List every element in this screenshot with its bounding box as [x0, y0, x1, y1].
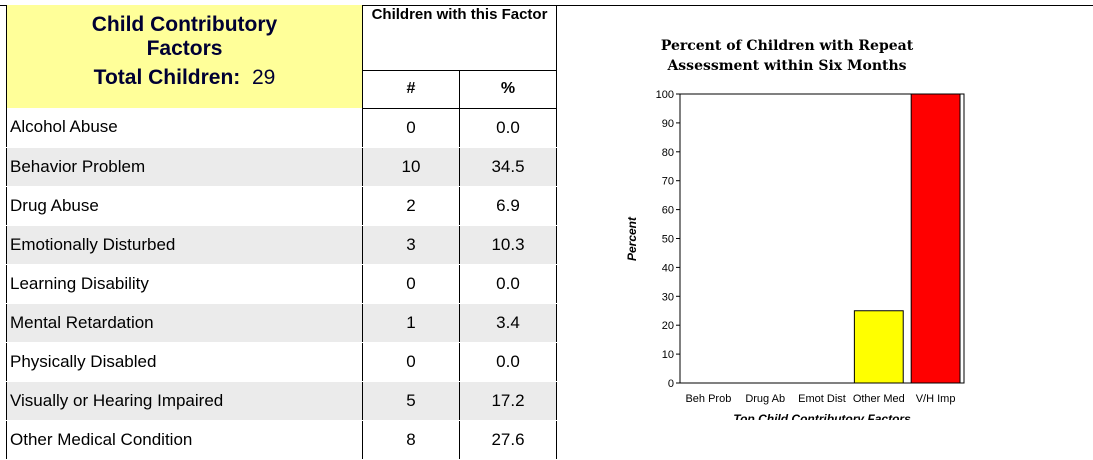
factor-percent: 3.4	[459, 303, 557, 343]
total-children: Total Children: 29	[7, 66, 362, 90]
factor-name: Physically Disabled	[6, 342, 363, 382]
factors-table: Child Contributory Factors Total Childre…	[6, 5, 557, 460]
total-label: Total Children:	[93, 66, 241, 89]
y-tick-label: 100	[656, 89, 674, 101]
factor-count: 2	[362, 186, 460, 226]
y-tick-label: 90	[662, 118, 674, 130]
y-tick-label: 70	[662, 176, 674, 188]
factor-name: Visually or Hearing Impaired	[6, 381, 363, 421]
factor-percent: 0.0	[459, 264, 557, 304]
factor-count: 0	[362, 342, 460, 382]
factor-name: Learning Disability	[6, 264, 363, 304]
table-row: Other Medical Condition 8 27.6	[6, 420, 557, 460]
factor-percent: 0.0	[459, 108, 557, 148]
y-axis-title: Percent	[625, 216, 639, 261]
y-tick-label: 0	[668, 378, 674, 390]
y-tick-label: 50	[662, 234, 674, 246]
x-tick-label: V/H Imp	[916, 393, 956, 405]
factor-name: Mental Retardation	[6, 303, 363, 343]
y-tick-label: 10	[662, 349, 674, 361]
factor-percent: 27.6	[459, 420, 557, 460]
factor-percent: 34.5	[459, 147, 557, 187]
factor-count: 5	[362, 381, 460, 421]
y-tick-label: 40	[662, 262, 674, 274]
chart-title-line-1: Percent of Children with Repeat	[661, 38, 914, 54]
table-body: Alcohol Abuse 0 0.0 Behavior Problem 10 34.5 D…	[6, 108, 557, 460]
factor-percent: 0.0	[459, 342, 557, 382]
bar	[910, 93, 961, 384]
factor-name: Alcohol Abuse	[6, 108, 363, 148]
x-tick-label: Drug Ab	[745, 393, 785, 405]
table-row: Alcohol Abuse 0 0.0	[6, 108, 557, 148]
factor-count: 8	[362, 420, 460, 460]
bars	[853, 93, 961, 384]
factor-count: 3	[362, 225, 460, 265]
x-tick-label: Other Med	[853, 393, 905, 405]
factor-count: 10	[362, 147, 460, 187]
table-title: Child Contributory Factors Total Childre…	[6, 5, 363, 108]
total-value: 29	[251, 66, 276, 89]
factor-name: Emotionally Disturbed	[6, 225, 363, 265]
title-line-2: Factors	[146, 37, 223, 60]
table-row: Learning Disability 0 0.0	[6, 264, 557, 304]
factor-count: 0	[362, 264, 460, 304]
table-row: Visually or Hearing Impaired 5 17.2	[6, 381, 557, 421]
table-row: Emotionally Disturbed 3 10.3	[6, 225, 557, 265]
table-row: Physically Disabled 0 0.0	[6, 342, 557, 382]
factor-percent: 6.9	[459, 186, 557, 226]
bar-chart: Percent of Children with Repeat Assessme…	[625, 38, 965, 420]
y-tick-label: 80	[662, 147, 674, 159]
factor-name: Drug Abuse	[6, 186, 363, 226]
x-axis-title: Top Child Contributory Factors	[733, 412, 911, 420]
y-tick-label: 20	[662, 320, 674, 332]
bar	[853, 310, 904, 384]
col-count-header: #	[362, 69, 460, 109]
group-header: Children with this Factor	[362, 5, 557, 70]
table-row: Mental Retardation 1 3.4	[6, 303, 557, 343]
col-pct-header: %	[459, 69, 557, 109]
factor-percent: 10.3	[459, 225, 557, 265]
y-tick-label: 60	[662, 205, 674, 217]
factor-count: 1	[362, 303, 460, 343]
chart-title-line-2: Assessment within Six Months	[666, 58, 906, 74]
x-tick-label: Emot Dist	[798, 393, 846, 405]
title-line-1: Child Contributory	[91, 13, 278, 36]
x-axis: Beh Prob Drug Ab Emot Dist Other Med V/H Imp	[685, 393, 955, 405]
factor-name: Behavior Problem	[6, 147, 363, 187]
table-row: Drug Abuse 2 6.9	[6, 186, 557, 226]
x-tick-label: Beh Prob	[685, 393, 731, 405]
y-axis: 0 10 20 30 40 50 60 70 80 90 100	[656, 89, 680, 390]
factor-percent: 17.2	[459, 381, 557, 421]
y-tick-label: 30	[662, 291, 674, 303]
table-row: Behavior Problem 10 34.5	[6, 147, 557, 187]
factor-count: 0	[362, 108, 460, 148]
factor-name: Other Medical Condition	[6, 420, 363, 460]
